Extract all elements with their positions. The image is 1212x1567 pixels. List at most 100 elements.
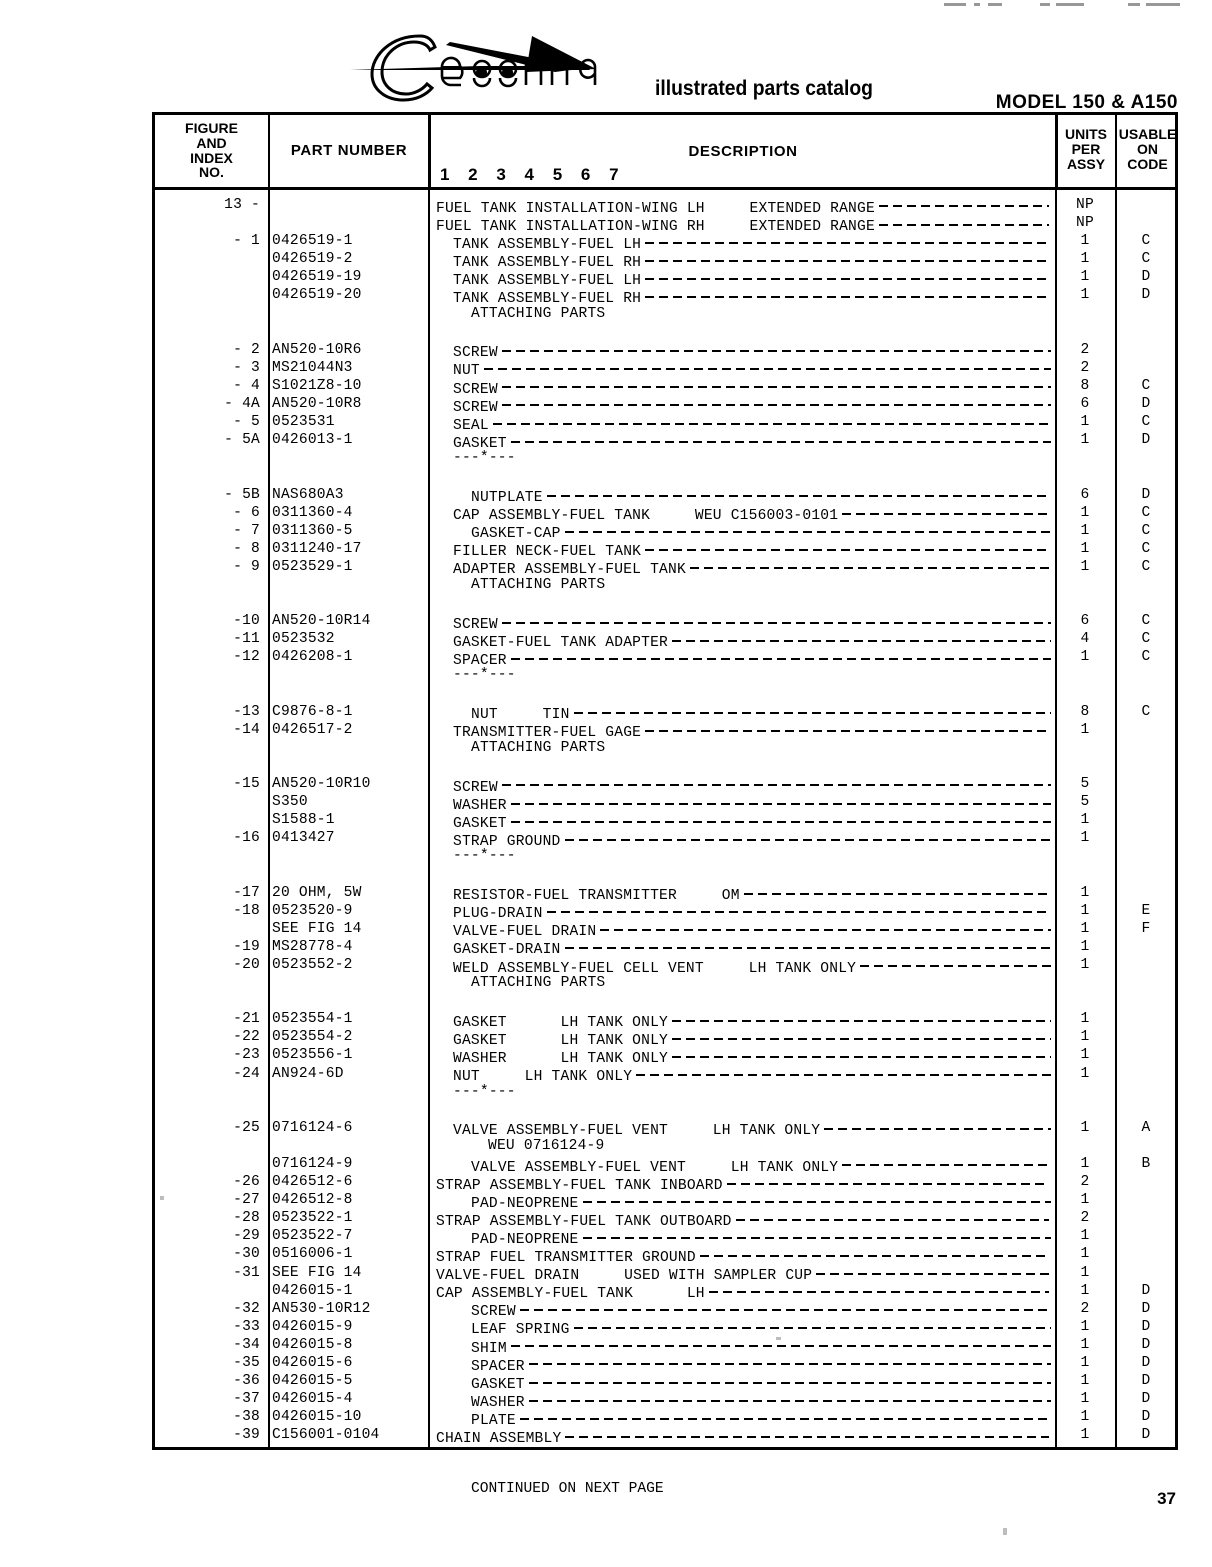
table-row: - 6 0311360-4 CAP ASSEMBLY-FUEL TANK WEU C… [155, 505, 1175, 525]
table-row: ATTACHING PARTS [155, 306, 1175, 324]
parts-row-list: 13 - FUEL TANK INSTALLATION-WING LH EXTEN… [155, 190, 1175, 1447]
cell-units-per-assy: 6 [1080, 396, 1090, 413]
cell-part-number: 0311240-17 [272, 540, 362, 557]
table-body: 13 - FUEL TANK INSTALLATION-WING LH EXTEN… [155, 190, 1175, 1497]
cell-figure-index: -15 [233, 776, 260, 792]
table-row: -18 0523520-9 PLUG-DRAIN 1 E [155, 902, 1175, 923]
cell-part-number: 0426208-1 [272, 649, 353, 666]
attaching-parts-separator: ---*--- [155, 450, 1175, 468]
cell-description: SCREW [436, 378, 1051, 398]
description-note: LH TANK ONLY [667, 1123, 821, 1140]
cell-part-number: 0523552-2 [272, 956, 353, 973]
cell-part-number: 0426013-1 [272, 432, 353, 449]
cell-usable-on-code: C [1141, 522, 1151, 539]
table-row: - 5A 0426013-1 GASKET 1 D [155, 432, 1175, 452]
description-text: TANK ASSEMBLY-FUEL LH [453, 272, 642, 289]
dot-leader [501, 396, 1051, 411]
table-row: -27 0426512-8 PAD-NEOPRENE 1 [155, 1192, 1175, 1212]
cell-units-per-assy: 1 [1080, 902, 1090, 919]
dot-leader [708, 1283, 1049, 1298]
cell-description: VALVE-FUEL DRAIN USED WITH SAMPLER CUP [436, 1265, 1051, 1284]
cell-description: ---*--- [436, 450, 1051, 466]
col-fig-line-0: FIGURE [185, 120, 238, 136]
cell-figure-index: -28 [233, 1210, 260, 1227]
cell-description: SEAL [436, 414, 1051, 434]
description-text: GASKET LH TANK ONLY [453, 1032, 668, 1049]
dot-leader [528, 1373, 1051, 1388]
cell-part-number: AN520-10R6 [272, 341, 362, 358]
table-row-spacer [155, 686, 1175, 704]
cell-description: GASKET-FUEL TANK ADAPTER [436, 631, 1051, 651]
description-text: SPACER [453, 652, 507, 669]
dot-leader [645, 269, 1051, 284]
dot-leader [519, 1409, 1051, 1424]
table-row: -14 0426517-2 TRANSMITTER-FUEL GAGE 1 [155, 722, 1175, 742]
table-row: -35 0426015-6 SPACER 1 D [155, 1355, 1175, 1375]
col-code-line-0: USABLE [1118, 126, 1177, 142]
cell-usable-on-code: D [1141, 1427, 1151, 1444]
cell-part-number: 20 OHM, 5W [272, 884, 362, 901]
table-row: - 8 0311240-17 FILLER NECK-FUEL TANK 1 C [155, 540, 1175, 561]
table-row: 0426015-1 CAP ASSEMBLY-FUEL TANK LH 1 D [155, 1283, 1175, 1303]
cell-usable-on-code: D [1141, 432, 1151, 449]
indent-level-scale: 1 2 3 4 5 6 7 [440, 165, 626, 184]
cell-units-per-assy: 1 [1080, 287, 1090, 304]
parts-table: FIGURE AND INDEX NO. PART NUMBER DESCRIP… [152, 112, 1178, 1497]
dot-leader [582, 1192, 1051, 1207]
dot-leader [735, 1210, 1049, 1225]
cell-units-per-assy: 1 [1080, 414, 1090, 431]
description-note: LH TANK ONLY [703, 960, 857, 977]
cell-part-number: S1021Z8-10 [272, 377, 362, 394]
cell-units-per-assy: 2 [1080, 359, 1090, 376]
cell-usable-on-code: D [1141, 1336, 1151, 1353]
table-row-spacer [155, 1102, 1175, 1120]
description-text: SCREW [453, 381, 498, 398]
table-row: -22 0523554-2 GASKET LH TANK ONLY 1 [155, 1029, 1175, 1049]
col-units-line-2: ASSY [1066, 155, 1106, 172]
cell-units-per-assy: 1 [1080, 1318, 1090, 1335]
description-text: PLATE [471, 1412, 516, 1429]
cell-description: ATTACHING PARTS [436, 740, 1051, 756]
table-row: -25 0716124-6 VALVE ASSEMBLY-FUEL VENT LH … [155, 1120, 1175, 1140]
table-row: - 2 AN520-10R6 SCREW 2 [155, 341, 1175, 362]
cell-units-per-assy: 1 [1080, 1355, 1090, 1371]
cell-part-number: 0426015-9 [272, 1318, 353, 1335]
cell-part-number: 0426519-19 [272, 269, 362, 286]
cell-units-per-assy: 8 [1080, 703, 1090, 720]
cell-description: CAP ASSEMBLY-FUEL TANK WEU C156003-0101 [436, 505, 1051, 525]
cell-figure-index: -27 [233, 1192, 260, 1209]
cell-figure-index: -12 [233, 649, 260, 666]
cell-usable-on-code: D [1141, 396, 1151, 413]
cell-units-per-assy: 1 [1080, 1065, 1090, 1082]
cell-figure-index: -17 [233, 884, 260, 901]
cell-figure-index: -33 [233, 1318, 260, 1335]
cell-description: WASHER [436, 1391, 1051, 1411]
cell-part-number: S1588-1 [272, 812, 335, 829]
table-row: - 5 0523531 SEAL 1 C [155, 414, 1175, 434]
dot-leader [573, 1319, 1051, 1334]
cell-figure-index: -13 [233, 703, 260, 720]
table-row: - 1 0426519-1 TANK ASSEMBLY-FUEL LH 1 C [155, 233, 1175, 253]
cell-units-per-assy: 1 [1080, 884, 1090, 901]
page-header: illustrated parts catalog MODEL 150 & A1… [0, 14, 1212, 113]
description-text: FUEL TANK INSTALLATION-WING RH [436, 218, 705, 235]
table-row: -12 0426208-1 SPACER 1 C [155, 649, 1175, 669]
cell-usable-on-code: E [1141, 902, 1151, 919]
cell-part-number: 0426015-5 [272, 1373, 353, 1390]
cell-units-per-assy: 6 [1080, 486, 1090, 503]
cell-description: PAD-NEOPRENE [436, 1192, 1051, 1212]
cell-units-per-assy: 1 [1080, 956, 1090, 973]
description-note: EXTENDED RANGE [704, 218, 875, 235]
dot-leader [645, 541, 1051, 556]
col-fig-line-1: AND [196, 134, 227, 151]
dot-leader [699, 1246, 1049, 1261]
column-divider-2 [428, 115, 431, 187]
continued-on-next-page-text: CONTINUED ON NEXT PAGE [471, 1481, 664, 1497]
table-row: -23 0523556-1 WASHER LH TANK ONLY 1 [155, 1047, 1175, 1067]
cell-figure-index: - 4 [233, 377, 260, 394]
cell-description: SCREW [436, 613, 1051, 633]
dot-leader [726, 1174, 1049, 1189]
table-row-spacer [155, 324, 1175, 342]
description-text: CAP ASSEMBLY-FUEL TANK [453, 508, 651, 525]
dot-leader [501, 342, 1051, 357]
